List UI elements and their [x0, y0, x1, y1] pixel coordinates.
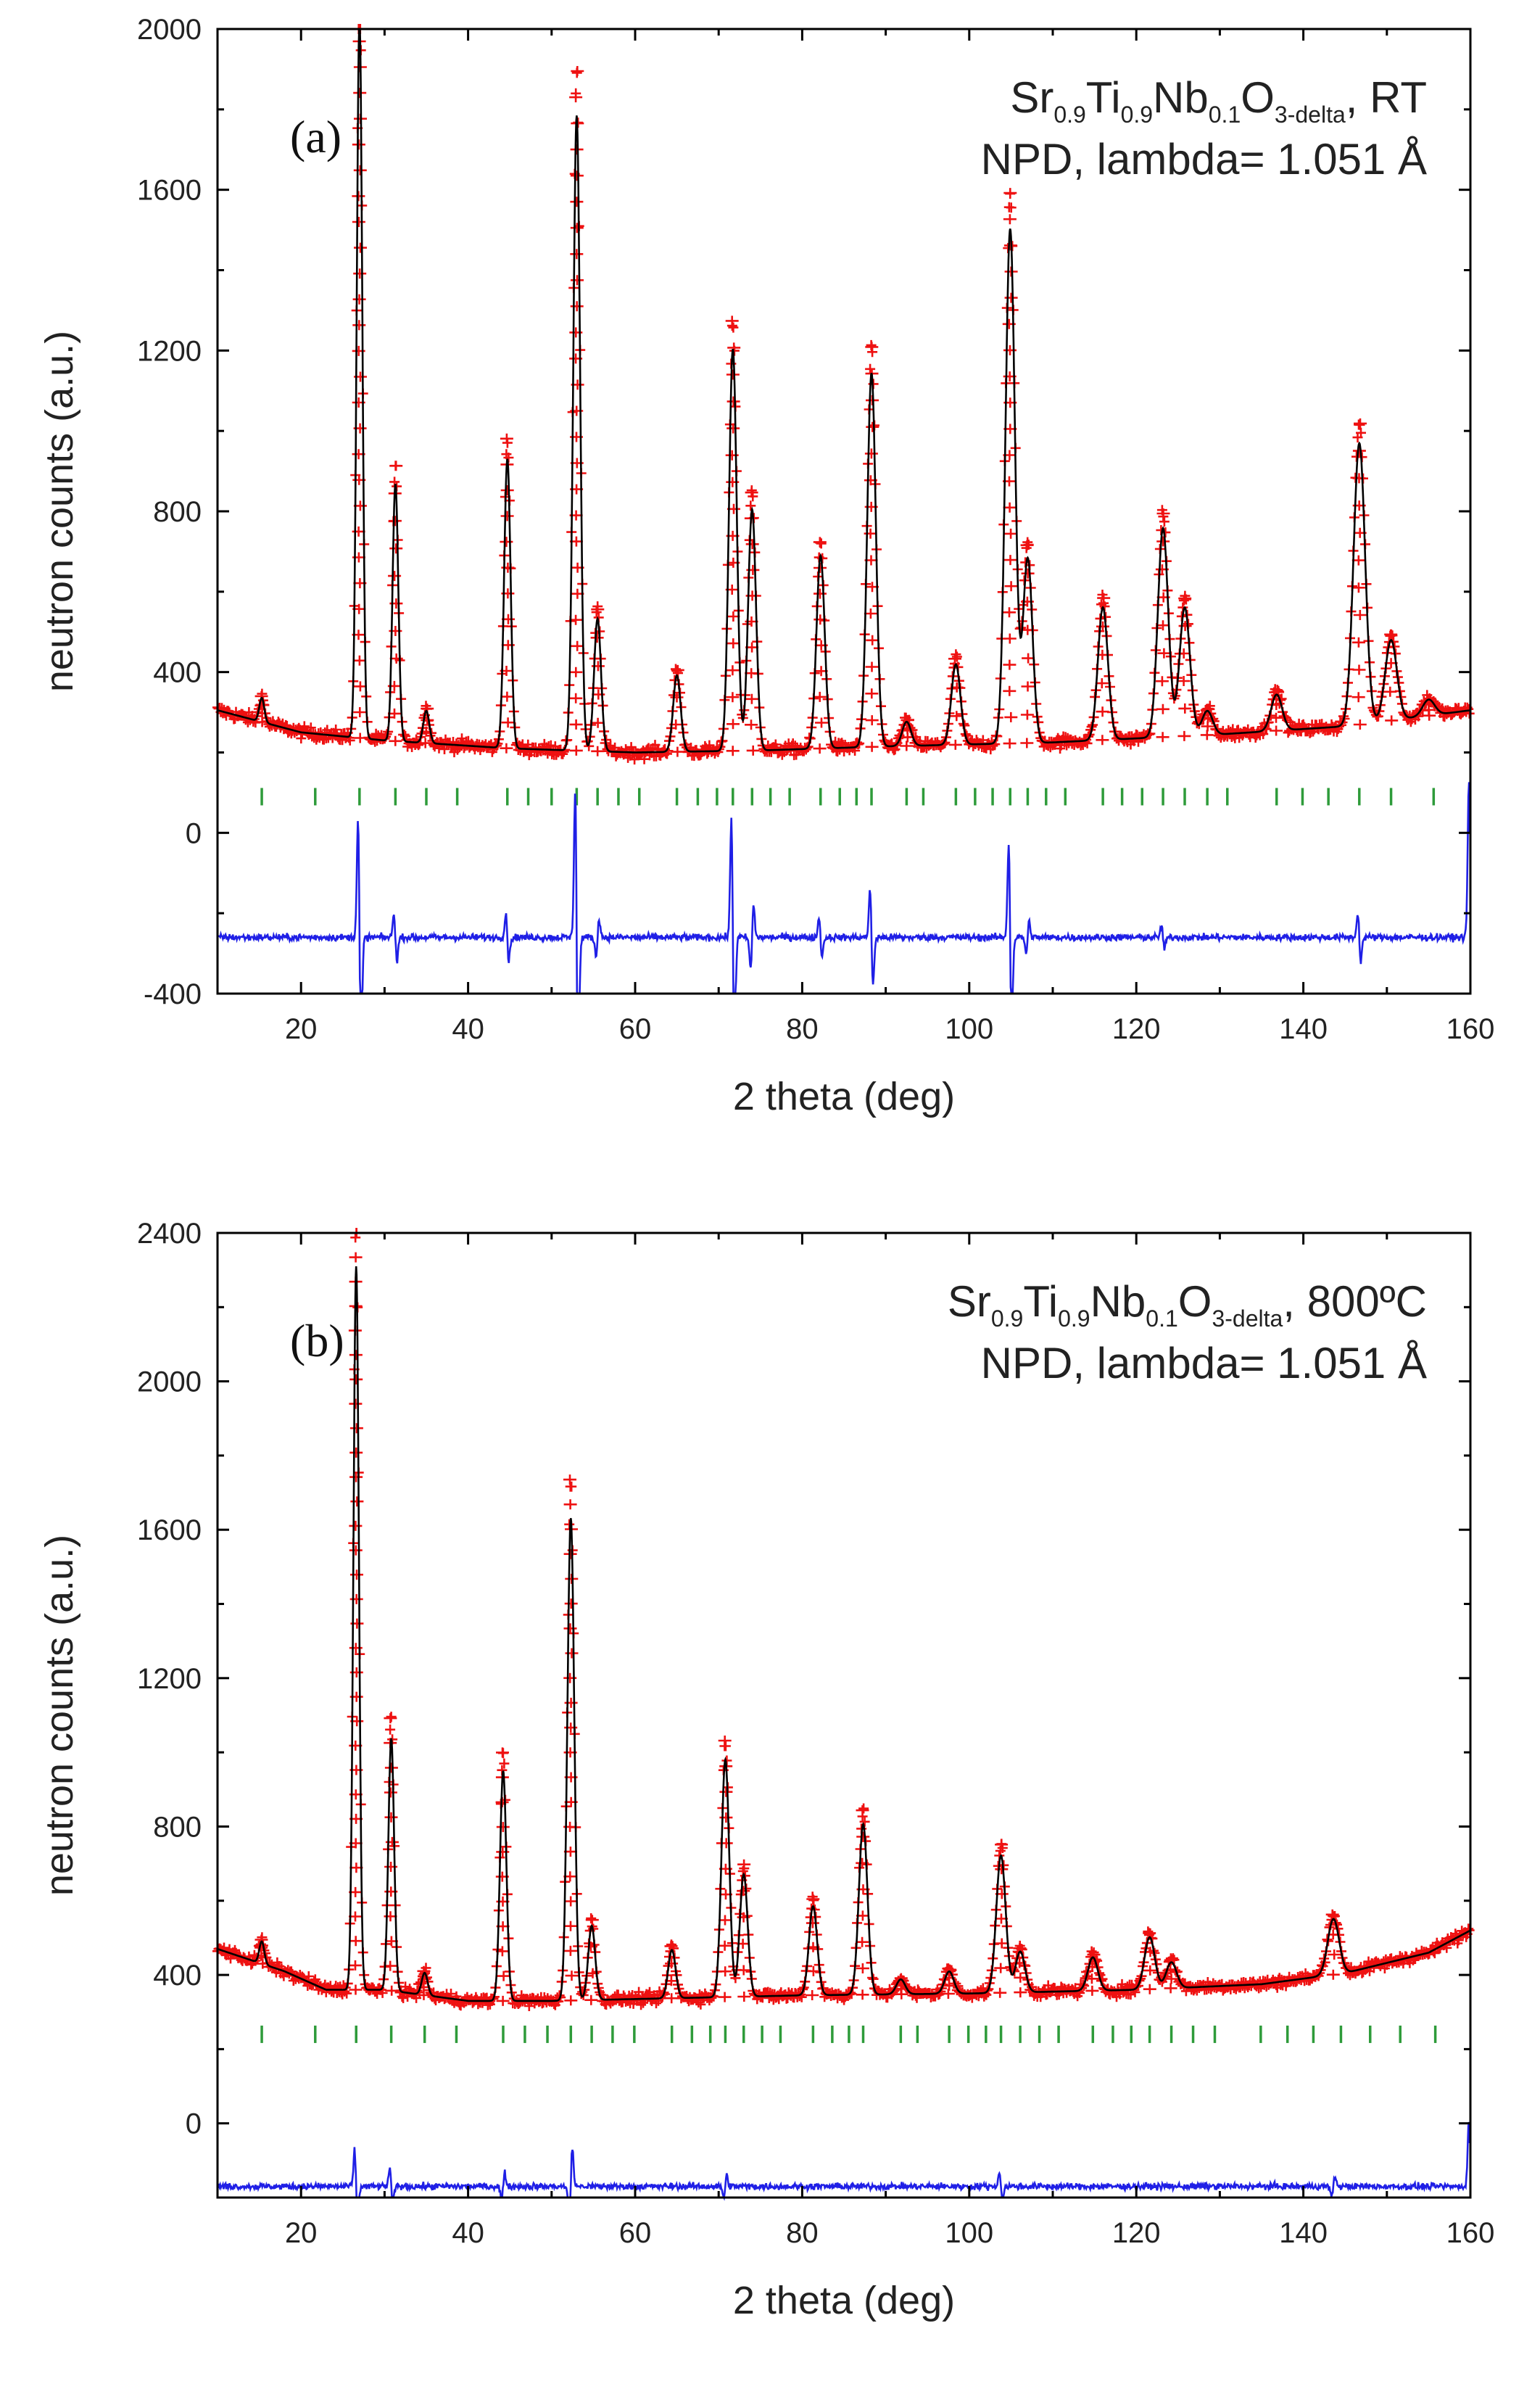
x-tick-label: 60 [619, 2217, 652, 2249]
y-axis-label: neutron counts (a.u.) [38, 331, 81, 692]
title-subscript: 0.1 [1146, 1305, 1177, 1332]
y-tick-label: -400 [144, 978, 202, 1010]
title-text: Ti [1023, 1277, 1058, 1326]
calculated-line [217, 1266, 1470, 2002]
title-text: Nb [1153, 73, 1209, 122]
title-subscript: 0.9 [991, 1305, 1023, 1332]
x-axis-label: 2 theta (deg) [733, 1075, 955, 1118]
y-tick-label: 2000 [137, 14, 202, 46]
chart-title: Sr0.9Ti0.9Nb0.1O3-delta, 800ºC [948, 1277, 1427, 1332]
x-tick-label: 60 [619, 1013, 652, 1045]
title-text: Sr [948, 1277, 991, 1326]
title-subscript: 3-delta [1212, 1305, 1283, 1332]
y-tick-label: 0 [186, 817, 202, 849]
y-tick-label: 1600 [137, 175, 202, 207]
title-subscript: 3-delta [1275, 102, 1346, 128]
x-tick-label: 120 [1112, 1013, 1161, 1045]
y-tick-label: 2400 [137, 1218, 202, 1250]
title-text: O [1241, 73, 1275, 122]
chart-subtitle: NPD, lambda= 1.051 Å [981, 135, 1427, 183]
chart-panel-a: 20 40 60 80 100 120 140 160 -400 0 400 800 1200 1600 2… [38, 14, 1494, 1118]
chart-subtitle: NPD, lambda= 1.051 Å [981, 1339, 1427, 1387]
x-tick-label: 20 [285, 1013, 318, 1045]
x-tick-label: 100 [945, 2217, 993, 2249]
title-subscript: 0.9 [1121, 102, 1153, 128]
title-text: O [1178, 1277, 1212, 1326]
x-tick-label: 80 [786, 2217, 819, 2249]
chart-panel-b: 20 40 60 80 100 120 140 16004008001200160020002… [38, 1218, 1494, 2322]
title-text: , 800ºC [1283, 1277, 1427, 1326]
difference-line [216, 2121, 1471, 2201]
x-tick-label: 100 [945, 1013, 993, 1045]
x-tick-label: 80 [786, 1013, 819, 1045]
x-tick-label: 160 [1446, 2217, 1495, 2249]
title-text: , RT [1346, 73, 1427, 122]
y-tick-label: 1200 [137, 1663, 202, 1695]
bragg-markers [260, 2025, 1437, 2043]
panel-label: (b) [290, 1315, 344, 1366]
y-tick-label: 0 [186, 2108, 202, 2140]
y-tick-label: 800 [153, 1811, 202, 1843]
plot-frame [216, 1231, 1472, 2199]
difference-line [217, 782, 1471, 995]
y-tick-label: 2000 [137, 1366, 202, 1398]
x-tick-label: 40 [452, 2217, 484, 2249]
x-tick-label: 120 [1112, 2217, 1161, 2249]
title-text: Nb [1090, 1277, 1146, 1326]
title-subscript: 0.9 [1053, 102, 1085, 128]
x-tick-label: 20 [285, 2217, 318, 2249]
y-tick-label: 1200 [137, 335, 202, 367]
y-tick-label: 400 [153, 657, 202, 689]
y-tick-label: 800 [153, 496, 202, 528]
calculated-line [217, 28, 1470, 754]
title-text: Sr [1010, 73, 1053, 122]
title-subscript: 0.1 [1209, 102, 1241, 128]
x-tick-label: 40 [452, 1013, 484, 1045]
x-axis-label: 2 theta (deg) [733, 2279, 955, 2322]
bragg-markers [260, 788, 1436, 806]
title-text: Ti [1086, 73, 1121, 122]
x-tick-label: 160 [1446, 1013, 1495, 1045]
x-tick-label: 140 [1279, 1013, 1328, 1045]
x-tick-label: 140 [1279, 2217, 1328, 2249]
panel-label: (a) [290, 111, 341, 162]
y-tick-label: 400 [153, 1960, 202, 1992]
chart-title: Sr0.9Ti0.9Nb0.1O3-delta, RT [1010, 73, 1427, 128]
title-subscript: 0.9 [1058, 1305, 1090, 1332]
y-tick-label: 1600 [137, 1514, 202, 1546]
y-axis-label: neutron counts (a.u.) [38, 1535, 81, 1896]
